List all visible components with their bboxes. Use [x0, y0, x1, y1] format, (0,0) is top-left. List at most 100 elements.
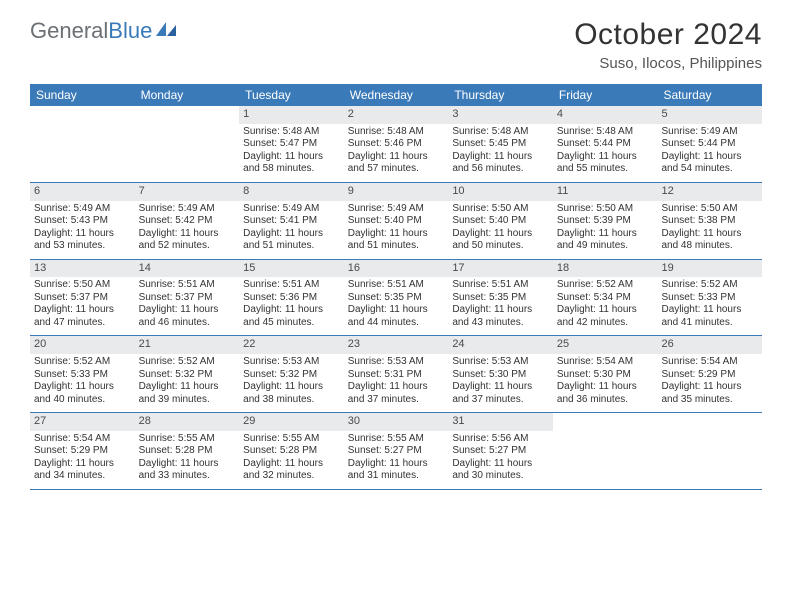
- sunrise-text: Sunrise: 5:51 AM: [139, 279, 236, 292]
- sunset-text: Sunset: 5:28 PM: [139, 445, 236, 458]
- daylight-text: Daylight: 11 hours and 35 minutes.: [661, 381, 758, 406]
- sunrise-text: Sunrise: 5:49 AM: [348, 203, 445, 216]
- daylight-text: Daylight: 11 hours and 55 minutes.: [557, 151, 654, 176]
- sunset-text: Sunset: 5:43 PM: [34, 215, 131, 228]
- daylight-text: Daylight: 11 hours and 45 minutes.: [243, 304, 340, 329]
- day-cell: 4Sunrise: 5:48 AMSunset: 5:44 PMDaylight…: [553, 106, 658, 182]
- week-row: 13Sunrise: 5:50 AMSunset: 5:37 PM Dayligh…: [30, 260, 762, 337]
- day-number: [30, 106, 135, 122]
- daylight-text: Daylight: 11 hours and 46 minutes.: [139, 304, 236, 329]
- day-number: 1: [239, 106, 344, 124]
- sunset-text: Sunset: 5:37 PM: [34, 292, 131, 305]
- sunrise-text: Sunrise: 5:48 AM: [557, 126, 654, 139]
- logo-text-right: Blue: [108, 18, 152, 44]
- weekday-header: Tuesday: [239, 84, 344, 106]
- day-details: Sunrise: 5:53 AMSunset: 5:32 PMDaylight:…: [239, 354, 344, 412]
- day-number: 5: [657, 106, 762, 124]
- day-number: 26: [657, 336, 762, 354]
- daylight-text: Daylight: 11 hours and 51 minutes.: [243, 228, 340, 253]
- day-details: Sunrise: 5:53 AMSunset: 5:31 PMDaylight:…: [344, 354, 449, 412]
- sunset-text: Sunset: 5:46 PM: [348, 138, 445, 151]
- day-details: Sunrise: 5:48 AMSunset: 5:46 PMDaylight:…: [344, 124, 449, 182]
- daylight-text: Daylight: 11 hours and 54 minutes.: [661, 151, 758, 176]
- daylight-text: Daylight: 11 hours and 53 minutes.: [34, 228, 131, 253]
- weekday-header: Wednesday: [344, 84, 449, 106]
- day-cell: 12Sunrise: 5:50 AMSunset: 5:38 PMDayligh…: [657, 183, 762, 259]
- day-cell: 29Sunrise: 5:55 AMSunset: 5:28 PMDayligh…: [239, 413, 344, 489]
- day-number: 30: [344, 413, 449, 431]
- sunset-text: Sunset: 5:36 PM: [243, 292, 340, 305]
- day-details: [657, 429, 762, 481]
- sunrise-text: Sunrise: 5:52 AM: [34, 356, 131, 369]
- sunset-text: Sunset: 5:32 PM: [243, 369, 340, 382]
- day-cell: [553, 413, 658, 489]
- weekday-header: Monday: [135, 84, 240, 106]
- sunrise-text: Sunrise: 5:55 AM: [243, 433, 340, 446]
- sunset-text: Sunset: 5:45 PM: [452, 138, 549, 151]
- day-number: 3: [448, 106, 553, 124]
- day-number: 13: [30, 260, 135, 278]
- week-row: 27Sunrise: 5:54 AMSunset: 5:29 PMDayligh…: [30, 413, 762, 490]
- day-number: 19: [657, 260, 762, 278]
- week-row: 1Sunrise: 5:48 AMSunset: 5:47 PMDaylight…: [30, 106, 762, 183]
- day-cell: 19Sunrise: 5:52 AMSunset: 5:33 PMDayligh…: [657, 260, 762, 336]
- day-number: 17: [448, 260, 553, 278]
- weekday-header: Saturday: [657, 84, 762, 106]
- day-number: 12: [657, 183, 762, 201]
- day-details: [135, 122, 240, 174]
- day-cell: 22Sunrise: 5:53 AMSunset: 5:32 PMDayligh…: [239, 336, 344, 412]
- day-cell: 2Sunrise: 5:48 AMSunset: 5:46 PMDaylight…: [344, 106, 449, 182]
- page-title: October 2024: [574, 18, 762, 52]
- day-cell: 18Sunrise: 5:52 AMSunset: 5:34 PMDayligh…: [553, 260, 658, 336]
- day-cell: 11Sunrise: 5:50 AMSunset: 5:39 PMDayligh…: [553, 183, 658, 259]
- day-number: [135, 106, 240, 122]
- weekday-header: Friday: [553, 84, 658, 106]
- day-number: [657, 413, 762, 429]
- daylight-text: Daylight: 11 hours and 33 minutes.: [139, 458, 236, 483]
- day-details: Sunrise: 5:51 AMSunset: 5:37 PMDaylight:…: [135, 277, 240, 335]
- day-details: Sunrise: 5:52 AMSunset: 5:33 PMDaylight:…: [657, 277, 762, 335]
- day-cell: 26Sunrise: 5:54 AMSunset: 5:29 PMDayligh…: [657, 336, 762, 412]
- sunrise-text: Sunrise: 5:54 AM: [34, 433, 131, 446]
- sunrise-text: Sunrise: 5:49 AM: [139, 203, 236, 216]
- logo: GeneralBlue: [30, 18, 178, 44]
- day-number: 28: [135, 413, 240, 431]
- sunrise-text: Sunrise: 5:53 AM: [452, 356, 549, 369]
- daylight-text: Daylight: 11 hours and 52 minutes.: [139, 228, 236, 253]
- daylight-text: Daylight: 11 hours and 43 minutes.: [452, 304, 549, 329]
- day-details: [30, 122, 135, 174]
- sunrise-text: Sunrise: 5:53 AM: [348, 356, 445, 369]
- day-number: 29: [239, 413, 344, 431]
- sunrise-text: Sunrise: 5:50 AM: [34, 279, 131, 292]
- sunrise-text: Sunrise: 5:51 AM: [243, 279, 340, 292]
- sunrise-text: Sunrise: 5:52 AM: [661, 279, 758, 292]
- day-cell: 23Sunrise: 5:53 AMSunset: 5:31 PMDayligh…: [344, 336, 449, 412]
- day-cell: 10Sunrise: 5:50 AMSunset: 5:40 PMDayligh…: [448, 183, 553, 259]
- sunrise-text: Sunrise: 5:51 AM: [348, 279, 445, 292]
- day-number: 9: [344, 183, 449, 201]
- title-block: October 2024 Suso, Ilocos, Philippines: [574, 18, 762, 72]
- day-details: Sunrise: 5:55 AMSunset: 5:28 PMDaylight:…: [135, 431, 240, 489]
- sunset-text: Sunset: 5:38 PM: [661, 215, 758, 228]
- day-details: Sunrise: 5:49 AMSunset: 5:42 PMDaylight:…: [135, 201, 240, 259]
- day-number: 16: [344, 260, 449, 278]
- sunrise-text: Sunrise: 5:51 AM: [452, 279, 549, 292]
- sunrise-text: Sunrise: 5:54 AM: [661, 356, 758, 369]
- sunset-text: Sunset: 5:30 PM: [557, 369, 654, 382]
- day-cell: 1Sunrise: 5:48 AMSunset: 5:47 PMDaylight…: [239, 106, 344, 182]
- day-number: 25: [553, 336, 658, 354]
- sunset-text: Sunset: 5:28 PM: [243, 445, 340, 458]
- day-cell: 30Sunrise: 5:55 AMSunset: 5:27 PMDayligh…: [344, 413, 449, 489]
- day-number: [553, 413, 658, 429]
- daylight-text: Daylight: 11 hours and 31 minutes.: [348, 458, 445, 483]
- sunrise-text: Sunrise: 5:49 AM: [34, 203, 131, 216]
- day-cell: 16Sunrise: 5:51 AMSunset: 5:35 PMDayligh…: [344, 260, 449, 336]
- day-details: Sunrise: 5:51 AMSunset: 5:35 PMDaylight:…: [448, 277, 553, 335]
- day-number: 4: [553, 106, 658, 124]
- day-details: Sunrise: 5:51 AMSunset: 5:35 PMDaylight:…: [344, 277, 449, 335]
- page-header: GeneralBlue October 2024 Suso, Ilocos, P…: [30, 18, 762, 72]
- sunset-text: Sunset: 5:30 PM: [452, 369, 549, 382]
- daylight-text: Daylight: 11 hours and 37 minutes.: [348, 381, 445, 406]
- sunrise-text: Sunrise: 5:55 AM: [139, 433, 236, 446]
- sunset-text: Sunset: 5:27 PM: [452, 445, 549, 458]
